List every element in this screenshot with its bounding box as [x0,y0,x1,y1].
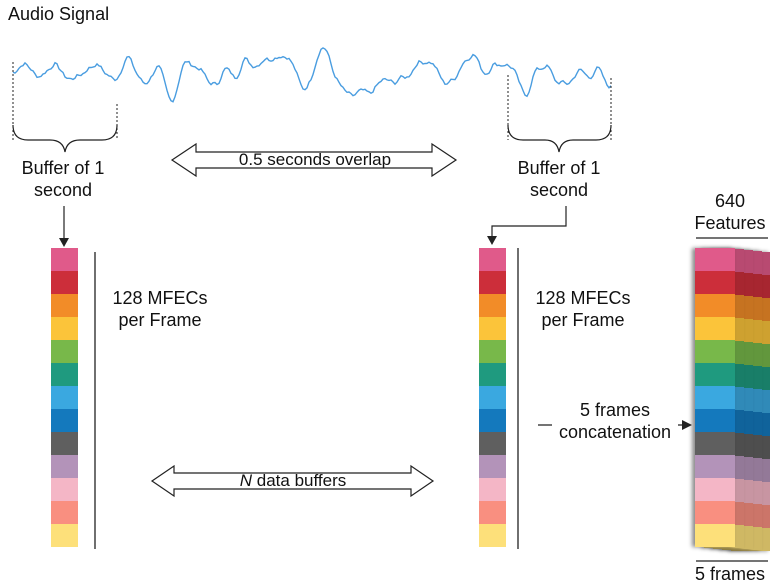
mfec-cell [479,363,506,386]
mfec-cell [51,501,78,524]
mfec-cell [51,317,78,340]
mfec-cell [51,524,78,547]
right-buffer-marker [507,75,612,153]
mfec-cell [479,478,506,501]
concat-frame-layer [695,248,735,547]
features-label: 640 Features [694,191,766,233]
mfec-cell [51,386,78,409]
mfec-cell [479,501,506,524]
concat-cell [695,386,735,409]
concat-cell [695,409,735,432]
frames-label: 5 frames [694,564,766,584]
n-buffers-label: N data buffers [175,470,411,492]
left-mfec-label: 128 MFECs per Frame [112,288,208,330]
left-buffer-label: Buffer of 1 second [21,158,105,200]
n-buffers-text: data buffers [252,471,347,490]
mfec-cell [51,294,78,317]
mfec-cell [479,340,506,363]
mfec-cell [51,248,78,271]
mfec-cell [51,271,78,294]
audio-waveform [12,47,612,103]
mfec-cell [51,340,78,363]
concat-cell [695,317,735,340]
mfec-cell [51,409,78,432]
n-buffers-double-arrow [150,464,435,498]
mfec-cell [479,271,506,294]
concat-cell [695,455,735,478]
concat-cell [695,271,735,294]
concatenated-frames-stack [695,248,770,553]
concat-cell [695,248,735,271]
concat-cell [695,524,735,547]
frame-stack-right [479,248,506,547]
mfec-cell [51,363,78,386]
mfec-cell [51,455,78,478]
diagram-title: Audio Signal [8,4,110,24]
mfec-cell [479,524,506,547]
right-buffer-label: Buffer of 1 second [517,158,601,200]
concat-cell [695,294,735,317]
mfec-cell [479,317,506,340]
mfec-cell [51,432,78,455]
left-buffer-arrow [59,206,69,247]
mfec-cell [479,386,506,409]
concat-cell [695,432,735,455]
mfec-cell [479,294,506,317]
overlap-double-arrow [170,142,458,178]
frame-stack-left [51,248,78,547]
mfec-cell [479,248,506,271]
mfec-cell [479,409,506,432]
right-buffer-arrow [487,206,567,245]
mfec-cell [479,455,506,478]
concat-cell [695,478,735,501]
n-variable: N [239,471,253,490]
mfec-cell [51,478,78,501]
right-mfec-label: 128 MFECs per Frame [535,288,631,330]
concatenation-label: 5 frames concatenation [552,399,678,443]
concat-cell [695,501,735,524]
concat-cell [695,363,735,386]
overlap-label: 0.5 seconds overlap [238,150,392,169]
concat-cell [695,340,735,363]
mfec-cell [479,432,506,455]
left-buffer-marker [12,62,118,153]
